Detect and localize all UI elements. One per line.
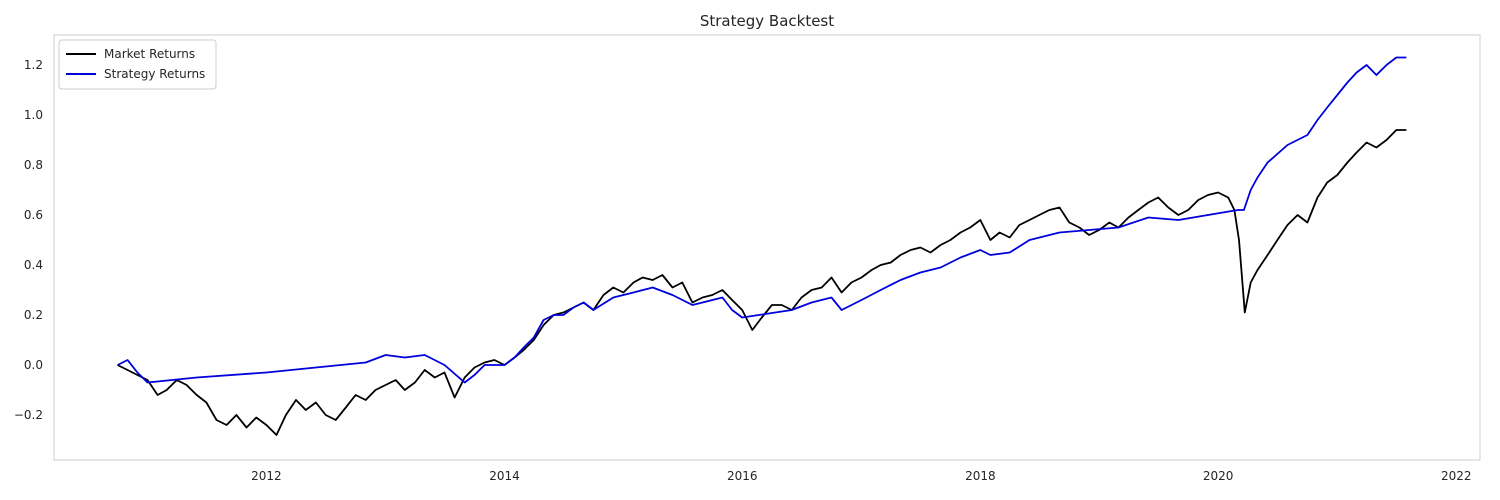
y-tick-label: 0.8 (24, 158, 43, 172)
series-line-strategy-returns (117, 56, 1407, 384)
y-tick-label: 1.2 (24, 58, 43, 72)
x-tick-label: 2016 (727, 469, 758, 483)
legend-label: Strategy Returns (104, 67, 205, 81)
y-tick-label: 0.0 (24, 358, 43, 372)
series-line-market-returns (117, 129, 1407, 436)
y-tick-label: 0.6 (24, 208, 43, 222)
legend-label: Market Returns (104, 47, 195, 61)
y-tick-label: 0.2 (24, 308, 43, 322)
series-lines (117, 56, 1407, 436)
plot-frame (53, 34, 1481, 461)
legend: Market Returns Strategy Returns (58, 39, 217, 90)
x-axis-ticks: 2012 2014 2016 2018 2020 2022 (251, 469, 1471, 483)
y-tick-label: 1.0 (24, 108, 43, 122)
x-tick-label: 2018 (965, 469, 996, 483)
chart-title: Strategy Backtest (700, 12, 834, 30)
y-axis-ticks: −0.2 0.0 0.2 0.4 0.6 0.8 1.0 1.2 (14, 58, 43, 422)
y-tick-label: −0.2 (14, 408, 43, 422)
x-tick-label: 2020 (1203, 469, 1234, 483)
x-tick-label: 2022 (1441, 469, 1472, 483)
x-tick-label: 2014 (489, 469, 520, 483)
y-tick-label: 0.4 (24, 258, 43, 272)
legend-box (58, 39, 217, 90)
x-tick-label: 2012 (251, 469, 282, 483)
legend-items: Market Returns Strategy Returns (66, 47, 205, 81)
